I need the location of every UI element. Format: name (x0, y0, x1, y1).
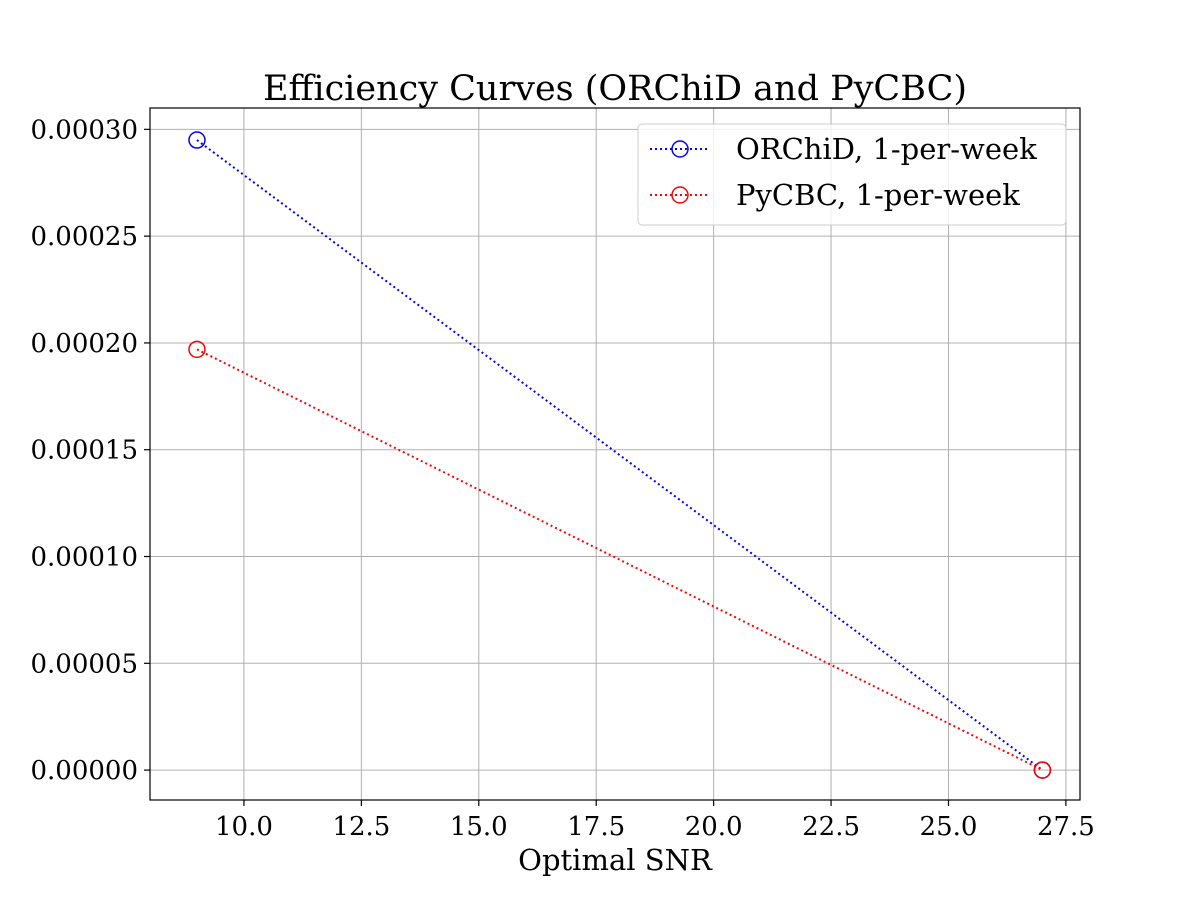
x-tick-label: 10.0 (215, 812, 273, 842)
legend-entry: PyCBC, 1-per-week (736, 178, 1020, 212)
x-axis-ticks: 10.0 12.5 15.0 17.5 20.0 22.5 25.0 27.5 (215, 800, 1095, 842)
y-tick-label: 0.00010 (30, 543, 138, 573)
legend-marker (671, 140, 689, 158)
x-tick-label: 15.0 (450, 812, 508, 842)
legend-marker (671, 186, 689, 204)
x-axis-label: Optimal SNR (518, 843, 713, 877)
data-point (188, 340, 206, 359)
x-tick-label: 25.0 (920, 812, 978, 842)
series-layer (188, 131, 1052, 779)
legend-entry: ORChiD, 1-per-week (736, 132, 1037, 166)
y-tick-label: 0.00015 (30, 436, 138, 466)
y-tick-label: 0.00000 (30, 756, 138, 786)
y-tick-label: 0.00005 (30, 649, 138, 679)
data-point (1033, 761, 1052, 779)
legend-box (637, 123, 1067, 226)
data-point (188, 131, 206, 149)
legend: ORChiD, 1-per-week PyCBC, 1-per-week (637, 123, 1067, 226)
plot-frame (149, 107, 1081, 801)
series-line-1 (196, 348, 1043, 771)
series-line-0 (196, 139, 1044, 771)
x-tick-label: 20.0 (685, 812, 743, 842)
chart-title: Efficiency Curves (ORChiD and PyCBC) (263, 69, 967, 109)
x-tick-label: 22.5 (802, 812, 860, 842)
x-tick-label: 12.5 (332, 812, 390, 842)
y-tick-label: 0.00025 (30, 222, 138, 252)
y-tick-label: 0.00030 (30, 115, 138, 145)
y-axis-ticks: 0.00000 0.00005 0.00010 0.00015 0.00020 0.000… (30, 115, 150, 786)
x-tick-label: 17.5 (567, 812, 625, 842)
y-tick-label: 0.00020 (30, 329, 138, 359)
x-tick-label: 27.5 (1037, 812, 1095, 842)
